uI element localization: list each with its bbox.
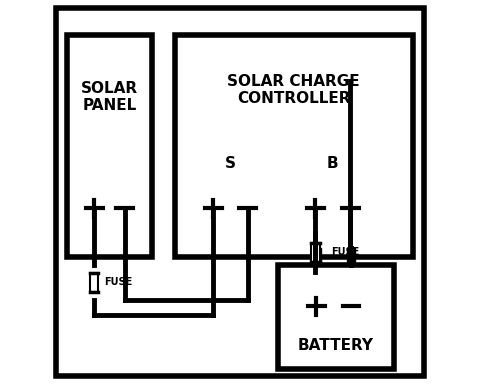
Bar xyxy=(278,265,394,369)
Bar xyxy=(311,243,320,262)
Bar xyxy=(347,248,355,265)
Bar xyxy=(90,273,98,292)
Text: B: B xyxy=(327,156,338,171)
Text: SOLAR CHARGE
CONTROLLER: SOLAR CHARGE CONTROLLER xyxy=(228,74,360,106)
Bar xyxy=(67,35,152,257)
Text: S: S xyxy=(225,156,236,171)
Bar xyxy=(312,248,321,265)
Text: FUSE: FUSE xyxy=(331,247,359,258)
Text: BATTERY: BATTERY xyxy=(298,338,374,353)
Bar xyxy=(175,35,413,257)
Text: FUSE: FUSE xyxy=(104,277,132,287)
Text: SOLAR
PANEL: SOLAR PANEL xyxy=(81,81,138,113)
